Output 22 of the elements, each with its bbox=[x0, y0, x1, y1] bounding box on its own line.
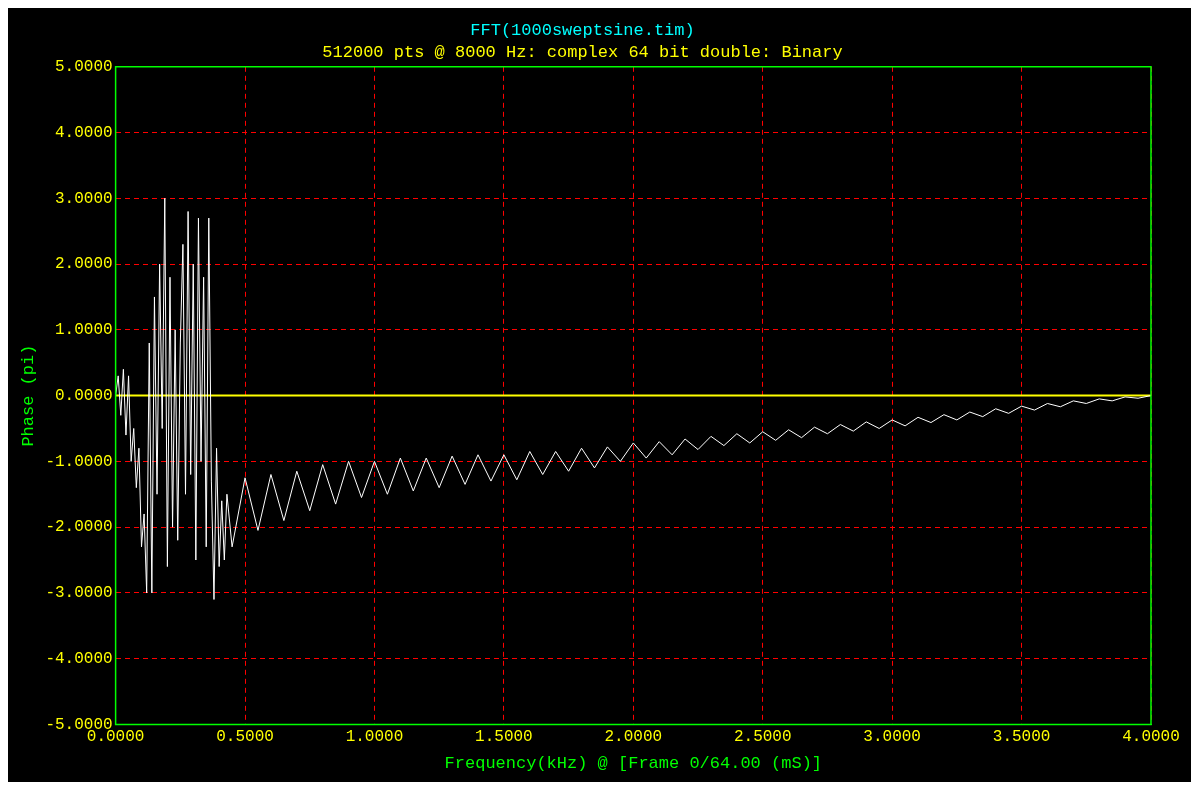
y-tick-label: 3.0000 bbox=[55, 189, 113, 208]
x-tick-label: 2.5000 bbox=[733, 728, 792, 747]
y-tick-label: -4.0000 bbox=[45, 649, 113, 668]
x-tick-label: 0.5000 bbox=[216, 728, 274, 747]
x-tick-label: 3.5000 bbox=[992, 728, 1051, 747]
y-tick-label: 2.0000 bbox=[55, 255, 113, 274]
y-tick-label: -3.0000 bbox=[45, 584, 113, 603]
chart-subtitle: 512000 pts @ 8000 Hz: complex 64 bit double: Binary bbox=[322, 43, 843, 63]
x-tick-label: 1.5000 bbox=[475, 728, 533, 747]
y-tick-label: 1.0000 bbox=[55, 321, 113, 340]
x-axis-title: Frequency(kHz) @ [Frame 0/64.00 (mS)] bbox=[444, 754, 823, 774]
y-tick-label: -1.0000 bbox=[45, 452, 113, 471]
chart-title: FFT(1000sweptsine.tim) bbox=[470, 20, 695, 40]
x-tick-label: 4.0000 bbox=[1122, 728, 1180, 747]
x-tick-label: 3.0000 bbox=[863, 728, 921, 747]
y-axis-title: Phase (pi) bbox=[18, 344, 38, 447]
y-tick-label: 5.0000 bbox=[55, 58, 113, 77]
x-tick-label: 1.0000 bbox=[345, 728, 404, 747]
y-tick-label: -2.0000 bbox=[45, 518, 113, 537]
y-tick-label: 0.0000 bbox=[55, 386, 113, 405]
y-tick-label: 4.0000 bbox=[55, 123, 113, 142]
x-tick-label: 2.0000 bbox=[604, 728, 663, 747]
